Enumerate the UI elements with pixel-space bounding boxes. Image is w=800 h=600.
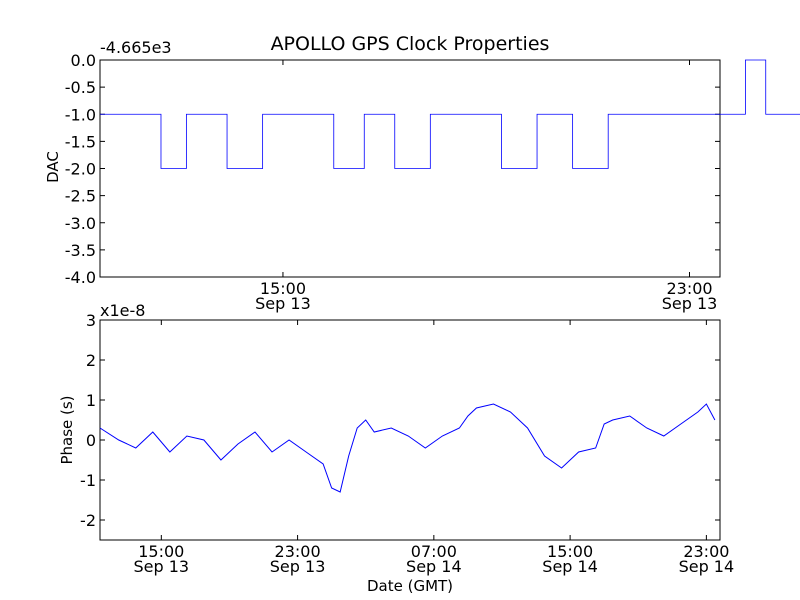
phase-axis-label: Phase (s)	[58, 395, 76, 464]
phase-xtick-date: Sep 14	[679, 557, 735, 576]
dac-ytick-label: -3.5	[65, 241, 96, 260]
dac-ytick-label: -2.5	[65, 187, 96, 206]
dac-ytick-label: -1.0	[65, 105, 96, 124]
phase-xtick-date: Sep 14	[406, 557, 462, 576]
phase-xtick-time: 23:00	[683, 542, 729, 561]
dac-ytick-label: -3.0	[65, 214, 96, 233]
dac-ytick-label: -4.0	[65, 268, 96, 287]
dac-ytick-label: 0.0	[71, 51, 96, 70]
dac-ytick-label: -2.0	[65, 160, 96, 179]
phase-ytick-label: -2	[80, 511, 96, 530]
phase-ytick-label: 3	[86, 311, 96, 330]
chart-title: APOLLO GPS Clock Properties	[271, 33, 550, 55]
dac-series-line	[100, 59, 800, 169]
dac-xtick-date: Sep 13	[662, 294, 718, 313]
dac-axis-label: DAC	[44, 151, 62, 183]
phase-xtick-time: 15:00	[138, 542, 184, 561]
phase-xtick-date: Sep 13	[270, 557, 326, 576]
phase-xtick-date: Sep 14	[542, 557, 598, 576]
date-axis-label: Date (GMT)	[367, 577, 453, 595]
dac-offset-label: -4.665e3	[100, 38, 172, 57]
phase-series-line	[99, 403, 716, 493]
dac-ytick-label: -0.5	[65, 78, 96, 97]
dac-plot-area: 0.0 -0.5 -1.0 -1.5 -2.0 -2.5 -3.0 -3.5 -4.0 15:00…	[65, 51, 800, 313]
phase-axes-frame	[99, 319, 721, 541]
phase-xtick-time: 23:00	[275, 542, 321, 561]
phase-xtick-date: Sep 13	[134, 557, 190, 576]
phase-ytick-label: 1	[86, 391, 96, 410]
dac-xtick-time: 15:00	[260, 279, 306, 298]
phase-ytick-label: 0	[86, 431, 96, 450]
phase-ytick-label: 2	[86, 351, 96, 370]
phase-xtick-time: 15:00	[547, 542, 593, 561]
dac-xtick-time: 23:00	[666, 279, 712, 298]
phase-offset-label: x1e-8	[100, 301, 145, 320]
dac-ytick-label: -1.5	[65, 132, 96, 151]
dac-xtick-date: Sep 13	[255, 294, 311, 313]
phase-ytick-label: -1	[80, 471, 96, 490]
phase-xtick-time: 07:00	[411, 542, 457, 561]
